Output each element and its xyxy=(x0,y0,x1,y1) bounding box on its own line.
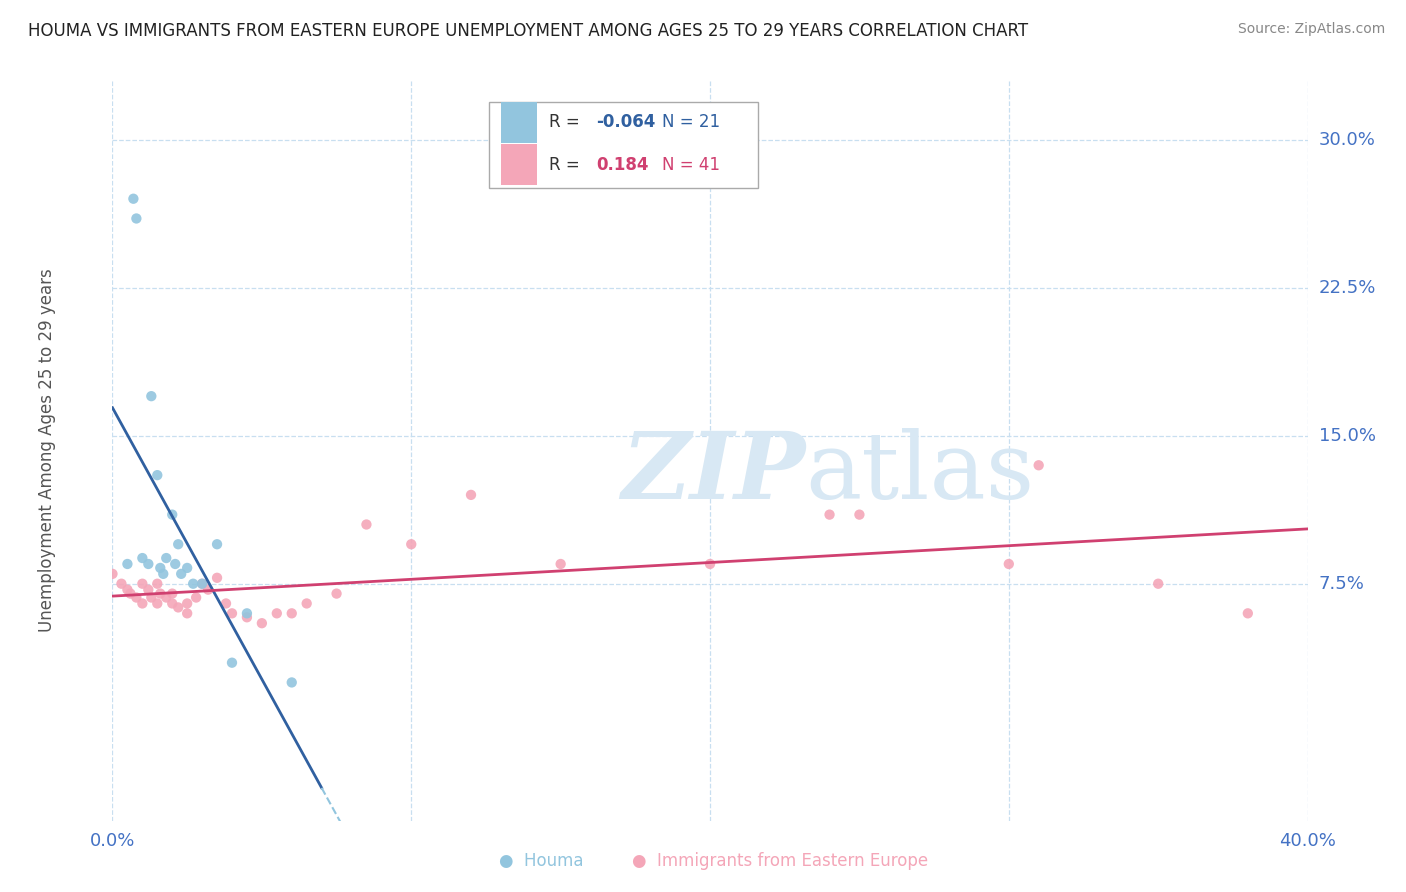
Point xyxy=(266,607,288,621)
Point xyxy=(221,607,243,621)
Point xyxy=(197,582,219,597)
Point xyxy=(149,561,172,575)
Point xyxy=(162,597,183,611)
Point xyxy=(141,389,163,403)
Text: 0.184: 0.184 xyxy=(596,156,650,174)
Point xyxy=(155,591,177,605)
Text: 7.5%: 7.5% xyxy=(1319,574,1365,592)
Point xyxy=(155,551,177,566)
Point xyxy=(162,586,183,600)
Point xyxy=(205,537,228,551)
Point xyxy=(138,582,160,597)
Point xyxy=(176,597,198,611)
Point xyxy=(101,566,124,581)
Point xyxy=(181,576,204,591)
Point xyxy=(131,597,153,611)
Text: 15.0%: 15.0% xyxy=(1319,426,1375,444)
Text: Unemployment Among Ages 25 to 29 years: Unemployment Among Ages 25 to 29 years xyxy=(38,268,56,632)
Point xyxy=(170,566,193,581)
Point xyxy=(1147,576,1170,591)
Text: N = 41: N = 41 xyxy=(662,156,720,174)
Point xyxy=(186,591,208,605)
FancyBboxPatch shape xyxy=(489,103,758,187)
Point xyxy=(125,211,148,226)
Point xyxy=(295,597,318,611)
Point xyxy=(818,508,841,522)
Point xyxy=(236,610,259,624)
Text: 30.0%: 30.0% xyxy=(1319,130,1375,148)
Text: -0.064: -0.064 xyxy=(596,113,655,131)
Point xyxy=(162,508,183,522)
Text: ZIP: ZIP xyxy=(621,427,806,517)
Text: R =: R = xyxy=(548,156,585,174)
Point xyxy=(122,192,145,206)
Point xyxy=(138,557,160,571)
Point xyxy=(131,551,153,566)
Point xyxy=(146,468,169,483)
Point xyxy=(848,508,870,522)
Text: 22.5%: 22.5% xyxy=(1319,278,1376,296)
Text: 40.0%: 40.0% xyxy=(1279,831,1336,850)
Text: atlas: atlas xyxy=(806,427,1035,517)
Point xyxy=(250,616,273,631)
Point xyxy=(152,566,174,581)
Point xyxy=(281,675,304,690)
Point xyxy=(215,597,238,611)
Point xyxy=(165,557,187,571)
Point xyxy=(401,537,423,551)
Point xyxy=(146,576,169,591)
Point xyxy=(131,576,153,591)
Point xyxy=(191,576,214,591)
Text: R =: R = xyxy=(548,113,585,131)
Point xyxy=(1028,458,1050,473)
Point xyxy=(167,537,190,551)
Text: HOUMA VS IMMIGRANTS FROM EASTERN EUROPE UNEMPLOYMENT AMONG AGES 25 TO 29 YEARS C: HOUMA VS IMMIGRANTS FROM EASTERN EUROPE … xyxy=(28,22,1028,40)
Point xyxy=(236,607,259,621)
Bar xyxy=(501,102,537,143)
Text: Source: ZipAtlas.com: Source: ZipAtlas.com xyxy=(1237,22,1385,37)
Point xyxy=(205,571,228,585)
Point xyxy=(325,586,347,600)
Point xyxy=(281,607,304,621)
Point xyxy=(167,600,190,615)
Bar xyxy=(501,145,537,186)
Point xyxy=(221,656,243,670)
Point xyxy=(191,576,214,591)
Point xyxy=(1237,607,1260,621)
Point xyxy=(460,488,482,502)
Point xyxy=(117,582,139,597)
Point xyxy=(176,561,198,575)
Point xyxy=(356,517,378,532)
Point xyxy=(141,591,163,605)
Point xyxy=(146,597,169,611)
Text: N = 21: N = 21 xyxy=(662,113,720,131)
Point xyxy=(998,557,1021,571)
Text: ●  Immigrants from Eastern Europe: ● Immigrants from Eastern Europe xyxy=(633,852,928,870)
Point xyxy=(120,586,142,600)
Point xyxy=(149,586,172,600)
Point xyxy=(176,607,198,621)
Point xyxy=(699,557,721,571)
Point xyxy=(125,591,148,605)
Text: 0.0%: 0.0% xyxy=(90,831,135,850)
Point xyxy=(550,557,572,571)
Text: ●  Houma: ● Houma xyxy=(499,852,583,870)
Point xyxy=(110,576,132,591)
Point xyxy=(117,557,139,571)
